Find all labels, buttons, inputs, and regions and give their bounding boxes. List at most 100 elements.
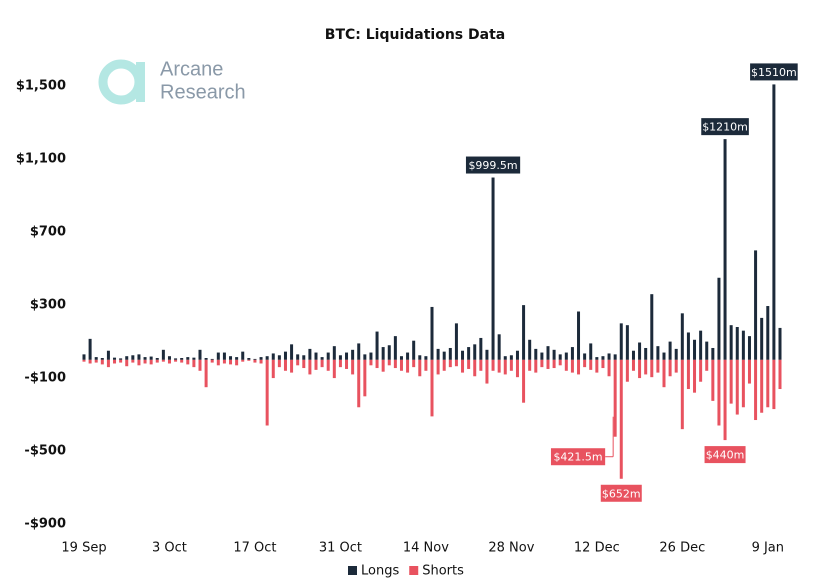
bar bbox=[625, 359, 629, 382]
bar bbox=[656, 346, 660, 360]
bar bbox=[192, 359, 196, 368]
x-tick-label: 19 Sep bbox=[61, 541, 106, 556]
bar bbox=[174, 358, 178, 360]
bar bbox=[94, 357, 98, 360]
bar bbox=[137, 359, 141, 366]
bar bbox=[369, 352, 373, 360]
bar bbox=[454, 323, 458, 360]
bar bbox=[454, 359, 458, 367]
bar bbox=[607, 359, 611, 377]
bar bbox=[149, 356, 153, 360]
bar bbox=[522, 359, 526, 403]
bar bbox=[283, 359, 287, 371]
bar bbox=[94, 359, 98, 363]
bar bbox=[192, 357, 196, 360]
value-label-box bbox=[701, 118, 749, 136]
bar bbox=[106, 350, 110, 360]
bar bbox=[491, 359, 495, 371]
bar bbox=[711, 347, 715, 360]
logo-mark bbox=[98, 59, 144, 105]
bar bbox=[137, 354, 141, 360]
x-tick-label: 12 Dec bbox=[574, 541, 620, 556]
bar bbox=[412, 359, 416, 368]
bar bbox=[461, 350, 465, 360]
bar bbox=[662, 359, 666, 388]
logo-mark bbox=[136, 62, 145, 102]
bar bbox=[235, 359, 239, 366]
bar bbox=[711, 359, 715, 401]
bar bbox=[424, 356, 428, 360]
bar bbox=[650, 294, 654, 360]
bar bbox=[729, 325, 733, 360]
value-label: $1510m bbox=[751, 66, 797, 79]
bar bbox=[265, 356, 269, 360]
bar bbox=[149, 359, 153, 365]
bar bbox=[485, 349, 489, 360]
bar bbox=[479, 359, 483, 371]
value-label-box bbox=[600, 484, 642, 502]
bar bbox=[662, 352, 666, 360]
bar bbox=[570, 359, 574, 373]
x-tick-label: 9 Jan bbox=[752, 541, 784, 556]
value-label: $652m bbox=[602, 487, 641, 500]
value-label: $440m bbox=[706, 449, 745, 462]
bar bbox=[747, 336, 751, 360]
bar bbox=[406, 352, 410, 360]
bar bbox=[338, 359, 342, 368]
bar bbox=[619, 323, 623, 360]
bar bbox=[320, 357, 324, 360]
bar bbox=[717, 359, 721, 426]
legend-label: Longs bbox=[361, 564, 399, 579]
bar bbox=[326, 352, 330, 360]
bar bbox=[564, 352, 568, 360]
bar bbox=[552, 359, 556, 369]
value-label-box bbox=[465, 156, 521, 174]
bar bbox=[515, 359, 519, 378]
bar bbox=[241, 359, 245, 362]
bar bbox=[204, 359, 208, 388]
y-tick-label: -$500 bbox=[24, 444, 66, 459]
bar bbox=[283, 351, 287, 360]
bar bbox=[375, 359, 379, 369]
bar bbox=[644, 359, 648, 375]
bar bbox=[88, 338, 92, 360]
bar bbox=[601, 359, 605, 369]
bar bbox=[631, 350, 635, 360]
legend-label: Shorts bbox=[422, 564, 464, 579]
bar bbox=[161, 359, 165, 362]
bar bbox=[387, 345, 391, 360]
bar bbox=[393, 359, 397, 369]
bar bbox=[656, 359, 660, 373]
bar bbox=[302, 359, 306, 369]
bar bbox=[82, 354, 86, 360]
bar bbox=[204, 358, 208, 360]
bar bbox=[497, 359, 501, 373]
bar bbox=[619, 359, 623, 479]
bar bbox=[760, 359, 764, 413]
y-tick-label: $1,100 bbox=[16, 152, 66, 167]
bar bbox=[693, 359, 697, 393]
bar bbox=[589, 343, 593, 360]
bar bbox=[174, 359, 178, 362]
bar bbox=[106, 359, 110, 368]
bar bbox=[332, 346, 336, 360]
bar bbox=[693, 339, 697, 360]
bar bbox=[326, 359, 330, 371]
bar bbox=[668, 359, 672, 377]
bar bbox=[546, 346, 550, 360]
bar bbox=[155, 359, 159, 363]
bar bbox=[741, 330, 745, 360]
bar bbox=[747, 359, 751, 384]
x-tick-label: 3 Oct bbox=[152, 541, 187, 556]
bar bbox=[613, 359, 617, 437]
bar bbox=[448, 359, 452, 368]
bar bbox=[515, 350, 519, 360]
bar bbox=[113, 359, 117, 364]
bar bbox=[216, 352, 220, 360]
bar bbox=[345, 359, 349, 369]
bar bbox=[741, 359, 745, 408]
bar bbox=[259, 359, 263, 364]
bar bbox=[216, 359, 220, 366]
bar bbox=[497, 334, 501, 360]
bar bbox=[320, 359, 324, 368]
